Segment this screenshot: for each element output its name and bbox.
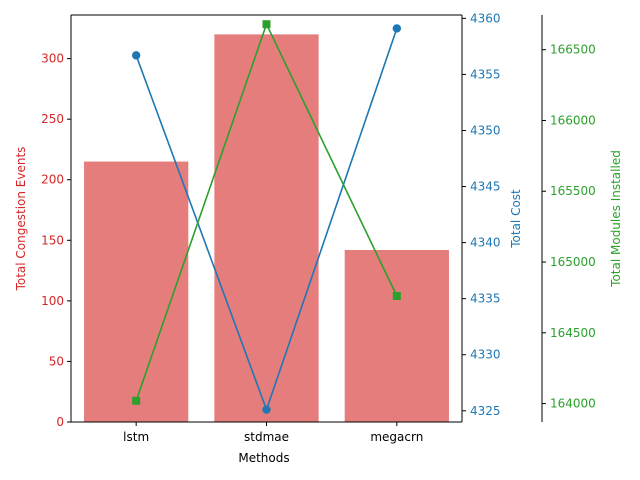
right1-axis-label: Total Cost [509, 189, 523, 249]
left-tick-label: 250 [41, 112, 64, 126]
lines-layer [131, 20, 402, 414]
left-tick-label: 100 [41, 294, 64, 308]
right1-tick-label: 4330 [470, 348, 501, 362]
left-axis-label: Total Congestion Events [14, 147, 28, 292]
x-axis-label: Methods [238, 451, 289, 465]
right2-tick-label: 164000 [550, 397, 596, 411]
x-tick-label: megacrn [370, 430, 423, 444]
right1-tick-label: 4345 [470, 180, 501, 194]
marker-right1-megacrn [392, 24, 402, 33]
marker-right2-lstm [132, 396, 141, 405]
marker-right1-lstm [131, 51, 141, 60]
marker-right1-stdmae [262, 405, 271, 414]
marker-right2-stdmae [262, 20, 271, 29]
left-tick-label: 0 [56, 415, 64, 429]
left-tick-label: 300 [41, 52, 64, 66]
right1-tick-label: 4360 [470, 11, 501, 25]
bar-stdmae [214, 34, 319, 422]
right2-tick-label: 164500 [550, 326, 596, 340]
x-tick-label: lstm [123, 430, 149, 444]
right2-axis-label: Total Modules Installed [609, 150, 623, 288]
right1-tick-label: 4350 [470, 123, 501, 137]
right1-tick-label: 4335 [470, 292, 501, 306]
right1-tick-label: 4325 [470, 404, 501, 418]
bar-megacrn [344, 249, 449, 422]
right1-tick-label: 4340 [470, 236, 501, 250]
right2-tick-label: 166000 [550, 113, 596, 127]
right2-tick-label: 165000 [550, 255, 596, 269]
bar-lstm [84, 161, 189, 422]
left-tick-label: 200 [41, 173, 64, 187]
x-tick-label: stdmae [244, 430, 289, 444]
axes-layer: lstm stdmae megacrn 0 50 100 150 200 250 300 Total… [14, 11, 623, 444]
bars-layer [84, 34, 449, 422]
right2-tick-label: 166500 [550, 43, 596, 57]
right1-tick-label: 4355 [470, 67, 501, 81]
left-tick-label: 50 [49, 354, 64, 368]
marker-right2-megacrn [392, 292, 401, 301]
right2-tick-label: 165500 [550, 184, 596, 198]
left-tick-label: 150 [41, 233, 64, 247]
